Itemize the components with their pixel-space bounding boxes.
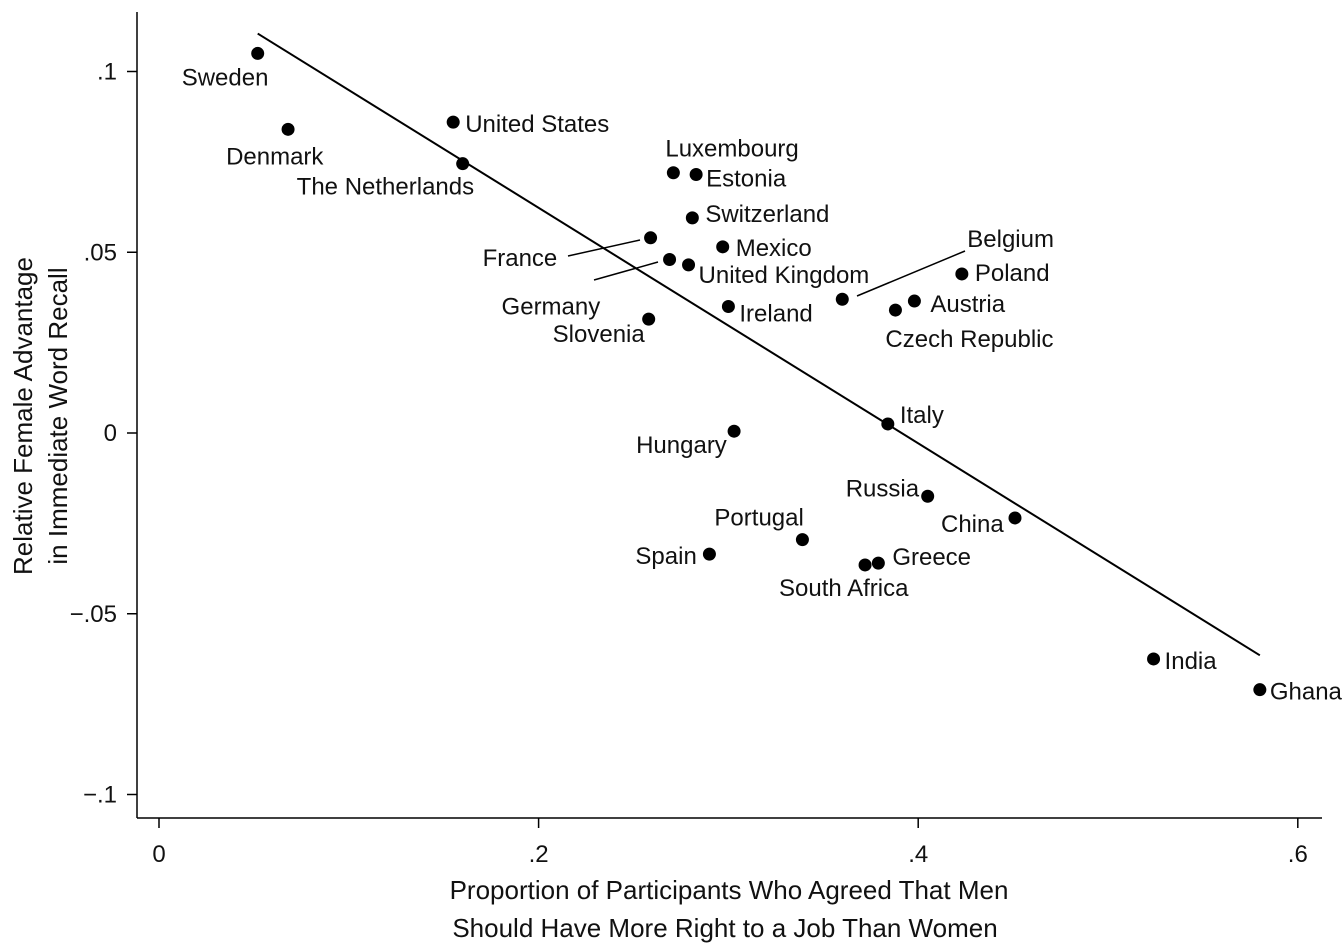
- data-point-united-kingdom: [682, 258, 696, 272]
- y-tick-label: .05: [84, 239, 117, 266]
- point-label-slovenia: Slovenia: [553, 321, 646, 348]
- data-point-switzerland: [685, 211, 699, 225]
- data-point-slovenia: [642, 312, 656, 326]
- point-label-poland: Poland: [975, 260, 1050, 287]
- data-point-united-states: [446, 115, 460, 129]
- data-point-portugal: [795, 533, 809, 547]
- point-label-france: France: [483, 245, 558, 272]
- regression-line: [257, 32, 1261, 657]
- point-label-mexico: Mexico: [736, 235, 812, 262]
- data-point-greece: [871, 556, 885, 570]
- point-label-greece: Greece: [892, 544, 971, 571]
- data-point-south-africa: [858, 558, 872, 572]
- point-label-denmark: Denmark: [226, 143, 324, 170]
- data-point-india: [1147, 652, 1161, 666]
- point-label-spain: Spain: [635, 543, 696, 570]
- y-tick-label: .1: [97, 59, 117, 86]
- x-tick-label: 0: [152, 841, 165, 868]
- label-callouts: [567, 239, 966, 297]
- point-label-china: China: [941, 511, 1004, 538]
- data-point-ghana: [1253, 683, 1267, 697]
- data-point-italy: [881, 417, 895, 431]
- point-label-united-states: United States: [465, 111, 609, 138]
- axes: [136, 12, 1322, 819]
- point-label-the-netherlands: The Netherlands: [297, 174, 474, 201]
- point-label-ireland: Ireland: [739, 300, 812, 327]
- data-point-denmark: [281, 122, 295, 136]
- x-tick-label: .4: [908, 841, 928, 868]
- data-point-mexico: [716, 240, 730, 254]
- point-label-india: India: [1165, 648, 1218, 675]
- point-labels: Sweden Denmark United States The Netherland…: [182, 64, 1343, 705]
- point-label-czech-republic: Czech Republic: [885, 326, 1053, 353]
- data-point-france: [644, 231, 658, 245]
- data-point-germany: [663, 252, 677, 266]
- data-point-austria: [907, 294, 921, 308]
- point-label-belgium: Belgium: [967, 226, 1054, 253]
- point-label-italy: Italy: [900, 402, 944, 429]
- data-point-spain: [702, 547, 716, 561]
- data-point-sweden: [251, 46, 265, 60]
- callout-line-belgium: [856, 250, 966, 297]
- x-tick-label: .2: [529, 841, 549, 868]
- y-axis-title-line-1: Relative Female Advantage: [8, 257, 38, 575]
- point-label-united-kingdom: United Kingdom: [699, 262, 870, 289]
- axis-ticks: 0 .2 .4 .6 .1 .05 0 −.05 −.1: [70, 59, 1308, 869]
- point-label-hungary: Hungary: [636, 432, 727, 459]
- point-label-germany: Germany: [502, 293, 601, 320]
- data-point-czech-republic: [888, 303, 902, 317]
- point-label-luxembourg: Luxembourg: [665, 136, 798, 163]
- data-point-poland: [955, 267, 969, 281]
- point-label-south-africa: South Africa: [779, 575, 909, 602]
- y-tick-label: 0: [104, 420, 117, 447]
- point-label-estonia: Estonia: [706, 166, 787, 193]
- data-point-luxembourg: [666, 166, 680, 180]
- y-tick-label: −.05: [70, 601, 117, 628]
- y-axis-title-line-2: in Immediate Word Recall: [43, 267, 73, 564]
- point-label-switzerland: Switzerland: [705, 201, 829, 228]
- fit-line-group: [257, 32, 1261, 657]
- x-tick-label: .6: [1288, 841, 1308, 868]
- point-label-portugal: Portugal: [714, 505, 803, 532]
- x-axis-title-line-2: Should Have More Right to a Job Than Wom…: [452, 913, 997, 943]
- data-point-belgium: [835, 292, 849, 306]
- data-point-hungary: [727, 424, 741, 438]
- point-label-sweden: Sweden: [182, 64, 269, 91]
- callout-line-germany: [593, 261, 659, 281]
- data-points: [251, 46, 1267, 697]
- y-tick-label: −.1: [83, 782, 117, 809]
- data-point-ireland: [721, 299, 735, 313]
- point-label-austria: Austria: [930, 291, 1005, 318]
- point-label-ghana: Ghana: [1270, 679, 1343, 706]
- callout-line-france: [567, 239, 641, 257]
- data-point-china: [1008, 511, 1022, 525]
- x-axis-title-line-1: Proportion of Participants Who Agreed Th…: [450, 875, 1009, 905]
- point-label-russia: Russia: [846, 475, 920, 502]
- data-point-estonia: [689, 168, 703, 182]
- data-point-the-netherlands: [456, 157, 470, 171]
- data-point-russia: [921, 489, 935, 503]
